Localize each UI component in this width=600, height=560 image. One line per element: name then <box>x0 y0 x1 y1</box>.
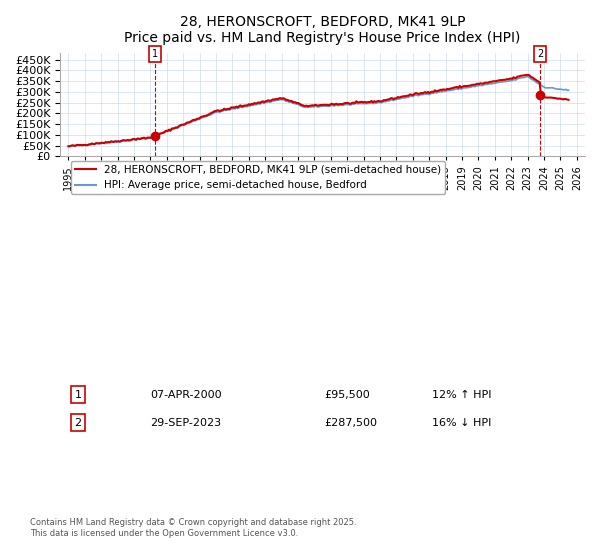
Text: Contains HM Land Registry data © Crown copyright and database right 2025.
This d: Contains HM Land Registry data © Crown c… <box>30 518 356 538</box>
Title: 28, HERONSCROFT, BEDFORD, MK41 9LP
Price paid vs. HM Land Registry's House Price: 28, HERONSCROFT, BEDFORD, MK41 9LP Price… <box>124 15 521 45</box>
Text: 2: 2 <box>537 49 543 59</box>
Text: 29-SEP-2023: 29-SEP-2023 <box>150 418 221 428</box>
Text: £287,500: £287,500 <box>324 418 377 428</box>
Text: £95,500: £95,500 <box>324 390 370 400</box>
Legend: 28, HERONSCROFT, BEDFORD, MK41 9LP (semi-detached house), HPI: Average price, se: 28, HERONSCROFT, BEDFORD, MK41 9LP (semi… <box>71 161 445 194</box>
Text: 16% ↓ HPI: 16% ↓ HPI <box>432 418 491 428</box>
Text: 2: 2 <box>74 418 82 428</box>
Text: 07-APR-2000: 07-APR-2000 <box>150 390 221 400</box>
Text: 1: 1 <box>74 390 82 400</box>
Text: 12% ↑ HPI: 12% ↑ HPI <box>432 390 491 400</box>
Text: 1: 1 <box>152 49 158 59</box>
